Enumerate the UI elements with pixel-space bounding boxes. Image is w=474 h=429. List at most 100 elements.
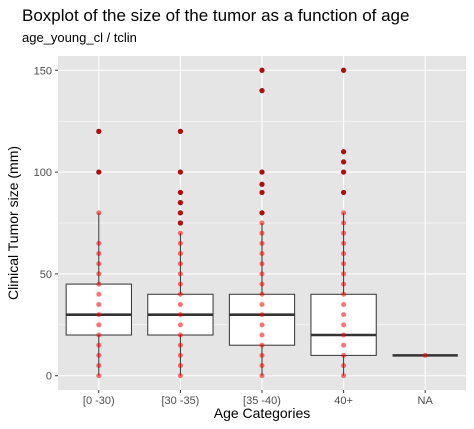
x-tick-label: [0 -30) bbox=[83, 395, 115, 407]
data-point bbox=[96, 363, 102, 369]
data-point bbox=[341, 189, 347, 195]
data-point bbox=[341, 67, 347, 73]
data-point bbox=[177, 312, 183, 318]
data-point bbox=[341, 261, 347, 267]
y-tick-label: 50 bbox=[40, 269, 52, 281]
data-point bbox=[259, 88, 265, 94]
data-point bbox=[259, 220, 265, 226]
data-point bbox=[259, 261, 265, 267]
data-point bbox=[259, 189, 265, 195]
data-point bbox=[341, 373, 347, 379]
data-point bbox=[422, 352, 428, 358]
data-point bbox=[259, 342, 265, 348]
data-point bbox=[177, 291, 183, 297]
data-point bbox=[177, 301, 183, 307]
data-point bbox=[96, 373, 102, 379]
data-point bbox=[177, 261, 183, 267]
data-point bbox=[96, 261, 102, 267]
data-point bbox=[341, 312, 347, 318]
data-point bbox=[259, 332, 265, 338]
data-point bbox=[96, 271, 102, 277]
x-axis: [0 -30) [30 -35) [35 -40) 40+ NA bbox=[83, 390, 434, 407]
data-point bbox=[177, 281, 183, 287]
data-point bbox=[96, 342, 102, 348]
data-point bbox=[259, 291, 265, 297]
data-point bbox=[259, 271, 265, 277]
y-axis-title: Clinical Tumor size (mm) bbox=[5, 146, 21, 300]
data-point bbox=[259, 251, 265, 257]
data-point bbox=[177, 200, 183, 206]
data-point bbox=[341, 352, 347, 358]
data-point bbox=[259, 281, 265, 287]
data-point bbox=[177, 220, 183, 226]
data-point bbox=[341, 322, 347, 328]
data-point bbox=[96, 210, 102, 216]
data-point bbox=[177, 332, 183, 338]
chart-subtitle: age_young_cl / tclin bbox=[22, 30, 137, 45]
data-point bbox=[96, 128, 102, 134]
data-point bbox=[96, 281, 102, 287]
data-point bbox=[177, 189, 183, 195]
data-point bbox=[341, 220, 347, 226]
y-tick-label: 100 bbox=[34, 167, 52, 179]
data-point bbox=[177, 271, 183, 277]
y-tick-label: 0 bbox=[46, 371, 52, 383]
y-axis: 0 50 100 150 bbox=[34, 65, 58, 383]
data-point bbox=[177, 128, 183, 134]
data-point bbox=[259, 181, 265, 187]
data-point bbox=[259, 312, 265, 318]
data-point bbox=[96, 169, 102, 175]
data-point bbox=[177, 352, 183, 358]
data-point bbox=[341, 332, 347, 338]
data-point bbox=[341, 159, 347, 165]
data-point bbox=[177, 240, 183, 246]
data-point bbox=[96, 322, 102, 328]
data-point bbox=[341, 271, 347, 277]
data-point bbox=[341, 230, 347, 236]
x-axis-title: Age Categories bbox=[214, 405, 311, 421]
data-point bbox=[259, 230, 265, 236]
data-point bbox=[96, 301, 102, 307]
data-point bbox=[341, 169, 347, 175]
data-point bbox=[259, 363, 265, 369]
x-tick-label: NA bbox=[418, 395, 434, 407]
box bbox=[228, 293, 296, 346]
data-point bbox=[259, 67, 265, 73]
data-point bbox=[96, 291, 102, 297]
data-point bbox=[341, 240, 347, 246]
y-tick-label: 150 bbox=[34, 65, 52, 77]
data-point bbox=[177, 322, 183, 328]
data-point bbox=[177, 363, 183, 369]
data-point bbox=[177, 230, 183, 236]
data-point bbox=[341, 149, 347, 155]
data-point bbox=[177, 210, 183, 216]
data-point bbox=[259, 301, 265, 307]
points-layer bbox=[96, 67, 428, 379]
data-point bbox=[259, 373, 265, 379]
data-point bbox=[177, 169, 183, 175]
data-point bbox=[259, 169, 265, 175]
data-point bbox=[341, 301, 347, 307]
data-point bbox=[341, 210, 347, 216]
data-point bbox=[96, 251, 102, 257]
data-point bbox=[96, 312, 102, 318]
data-point bbox=[341, 251, 347, 257]
data-point bbox=[177, 251, 183, 257]
data-point bbox=[96, 332, 102, 338]
box bbox=[65, 283, 132, 336]
data-point bbox=[259, 210, 265, 216]
data-point bbox=[259, 322, 265, 328]
data-point bbox=[96, 240, 102, 246]
data-point bbox=[259, 352, 265, 358]
data-point bbox=[177, 342, 183, 348]
data-point bbox=[259, 240, 265, 246]
data-point bbox=[341, 342, 347, 348]
x-tick-label: 40+ bbox=[334, 395, 353, 407]
x-tick-label: [35 -40) bbox=[243, 395, 281, 407]
data-point bbox=[341, 281, 347, 287]
chart-title: Boxplot of the size of the tumor as a fu… bbox=[22, 6, 409, 25]
x-tick-label: [30 -35) bbox=[161, 395, 199, 407]
data-point bbox=[96, 352, 102, 358]
data-point bbox=[341, 291, 347, 297]
